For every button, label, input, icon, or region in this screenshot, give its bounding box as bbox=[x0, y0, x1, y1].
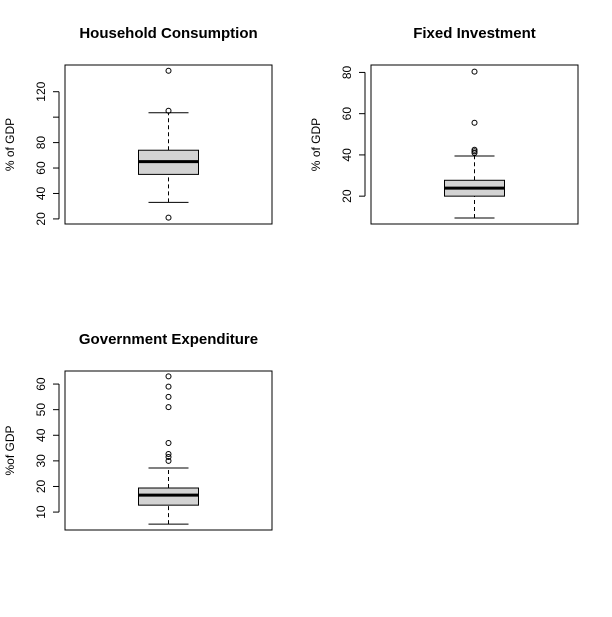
outlier bbox=[471, 146, 478, 153]
outlier bbox=[165, 383, 172, 390]
outlier bbox=[471, 119, 478, 126]
y-axis-label: % of GDP bbox=[3, 118, 17, 171]
outlier bbox=[471, 68, 478, 75]
outlier bbox=[165, 393, 172, 400]
outlier bbox=[165, 67, 172, 74]
y-tick-label: 40 bbox=[340, 148, 354, 162]
y-tick-label: 120 bbox=[34, 81, 48, 101]
y-axis-label: %of GDP bbox=[3, 425, 17, 475]
plot-frame bbox=[64, 64, 273, 225]
chart-title: Fixed Investment bbox=[413, 25, 536, 42]
y-tick-label: 20 bbox=[340, 189, 354, 203]
y-tick-label: 40 bbox=[34, 428, 48, 442]
y-axis-label: % of GDP bbox=[309, 118, 323, 171]
outlier bbox=[165, 214, 172, 221]
y-tick-label: 60 bbox=[34, 377, 48, 391]
y-tick-label: 10 bbox=[34, 505, 48, 519]
chart-title: Household Consumption bbox=[79, 25, 257, 42]
plot-frame bbox=[370, 64, 579, 225]
outlier bbox=[165, 373, 172, 380]
y-tick-label: 50 bbox=[34, 403, 48, 417]
outlier bbox=[165, 450, 172, 457]
outlier bbox=[165, 439, 172, 446]
plot-frame bbox=[64, 370, 273, 531]
y-tick-label: 30 bbox=[34, 454, 48, 468]
outlier bbox=[165, 454, 172, 461]
outlier bbox=[165, 457, 172, 464]
y-tick-label: 80 bbox=[34, 136, 48, 150]
y-tick-label: 80 bbox=[340, 65, 354, 79]
y-tick-label: 60 bbox=[340, 107, 354, 121]
chart-title: Government Expenditure bbox=[79, 331, 258, 348]
outlier bbox=[165, 404, 172, 411]
y-tick-label: 20 bbox=[34, 479, 48, 493]
y-tick-label: 20 bbox=[34, 212, 48, 226]
y-tick-label: 60 bbox=[34, 161, 48, 175]
outlier bbox=[165, 107, 172, 114]
y-tick-label: 40 bbox=[34, 186, 48, 200]
